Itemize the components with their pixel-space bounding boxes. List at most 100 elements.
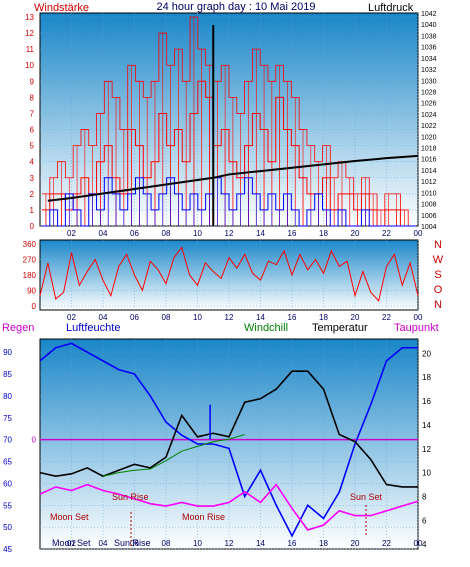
wind-x-tick-label: 08	[162, 229, 171, 238]
gust-line	[42, 16, 416, 227]
wind-series	[42, 16, 419, 227]
wind-tick-label: 13	[25, 13, 34, 22]
pressure-tick-label: 1008	[421, 202, 437, 209]
pressure-tick-label: 1010	[421, 190, 437, 197]
wind-tick-label: 5	[30, 142, 35, 151]
pressure-axis-label: Luftdruck	[368, 2, 414, 14]
humidity-tick-label: 75	[3, 414, 12, 423]
climate-x-tick-label: 18	[319, 539, 328, 548]
pressure-tick-label: 1042	[421, 11, 437, 18]
humidity-tick-label: 80	[3, 392, 12, 401]
direction-x-tick-label: 16	[288, 313, 297, 322]
climate-x-tick-label: 00	[414, 539, 423, 548]
wind-tick-label: 7	[30, 109, 35, 118]
humidity-tick-label: 55	[3, 501, 12, 510]
humidity-tick-label: 50	[3, 523, 12, 532]
direction-tick-label: 270	[23, 256, 37, 265]
wind-x-tick-label: 12	[225, 229, 234, 238]
direction-tick-label: 90	[27, 287, 36, 296]
direction-x-tick-label: 04	[99, 313, 108, 322]
pressure-tick-label: 1006	[421, 213, 437, 220]
wind-tick-label: 0	[30, 222, 35, 231]
compass-label: O	[434, 284, 443, 296]
temperature-tick-label: 10	[422, 469, 431, 478]
climate-x-tick-label: 14	[256, 539, 265, 548]
temperature-tick-label: 20	[422, 349, 431, 358]
wind-axis-label: Windstärke	[34, 2, 89, 14]
direction-x-tick-label: 22	[382, 313, 391, 322]
wind-tick-label: 4	[30, 158, 35, 167]
wind-x-tick-label: 10	[193, 229, 202, 238]
series-windchill	[102, 433, 245, 477]
annotation-moon-set: Moon Set	[50, 512, 89, 522]
pressure-tick-label: 1028	[421, 89, 437, 96]
humidity-tick-label: 45	[3, 545, 12, 554]
climate-ticks: 45 50 55 60 65 70 75 80 85 90 4 6 8 10 12 14 16 18 20 02 04 0…	[3, 348, 431, 554]
direction-grid	[40, 240, 419, 310]
temperature-tick-label: 8	[422, 493, 427, 502]
humidity-tick-label: 60	[3, 479, 12, 488]
event-sun-rise: Sun Rise	[114, 538, 151, 548]
temperature-tick-label: 4	[422, 540, 427, 549]
event-moon-set: Moon Set	[52, 538, 91, 548]
pressure-tick-label: 1016	[421, 157, 437, 164]
direction-tick-label: 0	[32, 302, 37, 311]
pressure-tick-label: 1022	[421, 123, 437, 130]
wind-tick-label: 11	[26, 45, 35, 54]
pressure-tick-label: 1034	[421, 56, 437, 63]
climate-x-tick-label: 04	[99, 539, 108, 548]
series-taupunkt	[39, 483, 419, 531]
pressure-tick-label: 1036	[421, 45, 437, 52]
wind-tick-label: 3	[30, 174, 35, 183]
wind-tick-label: 9	[30, 77, 35, 86]
pressure-tick-label: 1040	[421, 22, 437, 29]
series-luftfeuchte	[39, 342, 418, 538]
pressure-tick-label: 1038	[421, 33, 437, 40]
pressure-tick-label: 1012	[421, 179, 437, 186]
direction-x-tick-label: 20	[351, 313, 360, 322]
legend-regen: Regen	[2, 322, 34, 334]
temperature-tick-label: 6	[422, 516, 427, 525]
wind-tick-label: 12	[25, 29, 34, 38]
temperature-tick-label: 12	[422, 445, 431, 454]
pressure-tick-label: 1030	[421, 78, 437, 85]
direction-tick-label: 360	[23, 240, 37, 249]
direction-tick-label: 180	[23, 271, 37, 280]
wind-x-tick-label: 16	[288, 229, 297, 238]
windstrength-line	[42, 80, 416, 227]
rain-zero-label: 0	[32, 436, 37, 445]
wind-x-tick-label: 04	[99, 229, 108, 238]
wind-x-tick-label: 06	[130, 229, 139, 238]
wind-x-tick-label: 14	[256, 229, 265, 238]
pressure-tick-label: 1024	[421, 112, 437, 119]
climate-x-tick-label: 20	[351, 539, 360, 548]
pressure-tick-label: 1032	[421, 67, 437, 74]
climate-series	[39, 342, 419, 538]
wind-x-tick-label: 22	[382, 229, 391, 238]
series-temperatur	[39, 370, 418, 488]
direction-x-tick-label: 18	[319, 313, 328, 322]
wind-direction-line	[39, 246, 419, 302]
wind-x-tick-label: 18	[319, 229, 328, 238]
direction-series	[39, 246, 419, 302]
temperature-tick-label: 18	[422, 373, 431, 382]
direction-x-tick-label: 00	[414, 313, 423, 322]
pressure-tick-label: 1018	[421, 146, 437, 153]
direction-x-tick-label: 02	[67, 313, 76, 322]
direction-x-tick-label: 06	[130, 313, 139, 322]
wind-ticks: 0123456789101112131004100610081010101210…	[25, 11, 437, 238]
annotation-moon-rise: Moon Rise	[182, 512, 225, 522]
pressure-tick-label: 1026	[421, 101, 437, 108]
climate-x-tick-label: 12	[225, 539, 234, 548]
wind-x-tick-label: 20	[351, 229, 360, 238]
temperature-tick-label: 16	[422, 397, 431, 406]
legend-windchill: Windchill	[244, 322, 288, 334]
wind-tick-label: 1	[30, 206, 35, 215]
pressure-line	[47, 154, 419, 202]
compass-label: N	[434, 299, 442, 311]
pressure-tick-label: 1020	[421, 134, 437, 141]
humidity-tick-label: 65	[3, 458, 12, 467]
wind-tick-label: 10	[25, 61, 34, 70]
